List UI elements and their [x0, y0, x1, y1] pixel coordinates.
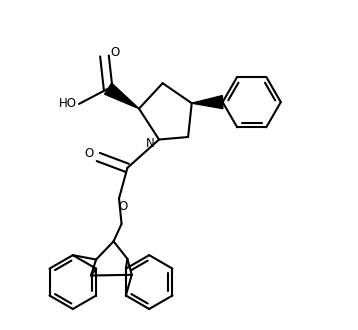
Text: O: O	[110, 46, 119, 59]
Text: O: O	[84, 147, 94, 160]
Text: N: N	[146, 137, 154, 150]
Text: HO: HO	[59, 97, 77, 110]
Polygon shape	[192, 96, 223, 109]
Polygon shape	[105, 83, 139, 109]
Text: O: O	[119, 200, 128, 213]
